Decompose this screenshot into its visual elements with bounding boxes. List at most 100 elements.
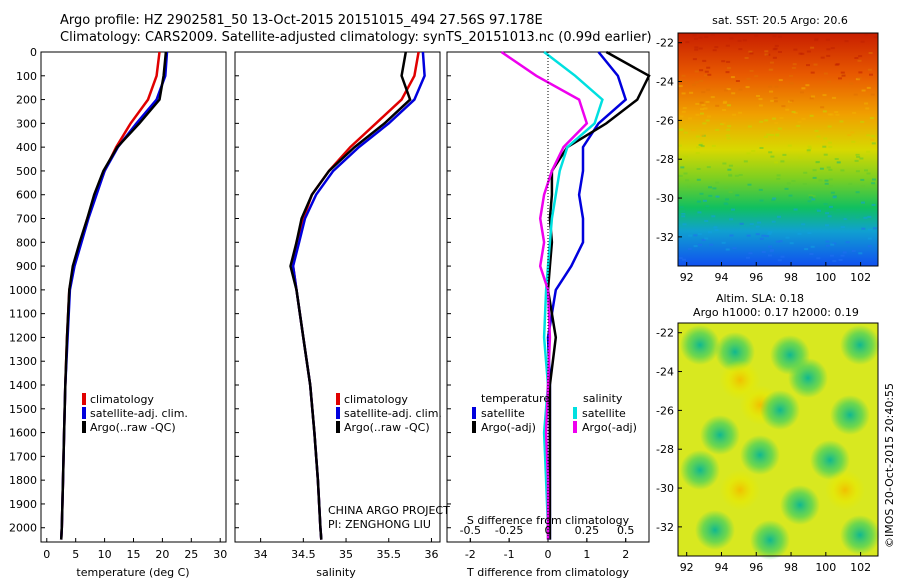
sla-blob [680, 325, 720, 365]
sst-speckle [828, 145, 833, 148]
sst-speckle [847, 134, 852, 136]
sst-speckle [814, 129, 819, 132]
salinity-x-tick-label: 36 [424, 548, 438, 561]
sst-speckle [730, 76, 735, 79]
sst-speckle [705, 101, 710, 103]
map-y-tick-label: -32 [656, 231, 674, 244]
sst-speckle [725, 198, 729, 201]
sst-speckle [769, 90, 774, 93]
sst-speckle [771, 199, 776, 201]
sst-speckle [693, 245, 698, 248]
sst-speckle [786, 182, 791, 185]
sst-speckle [844, 40, 849, 43]
depth-tick-label: 1700 [9, 450, 37, 463]
sst-speckle [836, 161, 841, 164]
temperature-legend: climatology satellite-adj. clim. Argo(..… [82, 393, 188, 434]
sst-speckle [708, 186, 712, 189]
map-x-tick-label: 94 [714, 561, 728, 574]
legend-label: climatology [344, 393, 408, 406]
sst-speckle [791, 110, 796, 113]
sst-speckle [727, 67, 731, 70]
sst-speckle [726, 60, 731, 63]
sst-speckle [685, 41, 690, 44]
sst-speckle [722, 102, 727, 104]
sst-speckle [865, 107, 870, 110]
sla-blob [740, 435, 780, 475]
sst-speckle [778, 51, 782, 53]
sst-speckle [825, 244, 830, 247]
sst-speckle [856, 155, 861, 158]
depth-tick-label: 0 [30, 46, 37, 59]
sst-speckle [725, 44, 730, 47]
sst-speckle [735, 194, 740, 197]
sst-speckle [724, 186, 729, 189]
sst-speckle [705, 119, 710, 122]
sst-speckle [825, 240, 830, 243]
sst-speckle [682, 107, 687, 110]
legend-swatch-climatology [82, 393, 86, 405]
sst-speckle [855, 191, 860, 194]
sst-map-title: sat. SST: 20.5 Argo: 20.6 [712, 14, 848, 27]
sst-speckle [824, 182, 829, 185]
sst-speckle [678, 174, 683, 177]
salinity-x-tick-label: 34 [254, 548, 268, 561]
sst-speckle [807, 145, 812, 148]
sst-speckle [869, 117, 874, 120]
sst-speckle [704, 220, 709, 222]
sst-speckle [827, 80, 831, 83]
sst-speckle [702, 122, 707, 125]
sst-speckle [785, 108, 790, 111]
sst-speckle [703, 74, 708, 77]
sst-speckle [850, 131, 855, 134]
sst-speckle [779, 117, 784, 119]
sst-speckle [700, 108, 705, 111]
sst-speckle [699, 69, 704, 72]
difference-top-x-tick-label: -0.5 [460, 524, 481, 537]
sst-speckle [702, 59, 707, 62]
sst-speckle [868, 228, 872, 231]
map-y-tick-label: -28 [656, 443, 674, 456]
legend-label: Argo(-adj) [582, 421, 637, 434]
sst-speckle [828, 178, 833, 181]
sst-speckle [793, 112, 798, 114]
sst-speckle [861, 89, 866, 92]
sst-speckle [687, 248, 692, 251]
sst-speckle [732, 113, 737, 116]
sst-texture [678, 33, 878, 262]
x-ticks: 0 5 10 15 20 25 30 34 34.5 35 35.5 36 -2 -1 0 1 2 -0.5 -0.… [43, 524, 634, 561]
sst-speckle [784, 187, 789, 190]
depth-axis: 0 100 200 300 400 500 600 700 800 900 1000 1100 1200… [9, 46, 451, 535]
map-x-tick-label: 100 [815, 271, 836, 284]
sst-speckle [812, 169, 817, 172]
depth-tick-label: 200 [16, 94, 37, 107]
sst-speckle [853, 93, 858, 96]
difference-series [500, 50, 651, 540]
sst-speckle [828, 205, 833, 208]
sst-speckle [714, 229, 719, 231]
sst-speckle [698, 36, 703, 39]
difference-top-x-tick-label: 0 [545, 524, 552, 537]
sst-speckle [824, 179, 829, 182]
sst-speckle [769, 61, 774, 64]
legend-swatch-satellite [336, 407, 340, 419]
depth-tick-label: 1000 [9, 284, 37, 297]
sst-speckle [772, 35, 777, 38]
sst-speckle [871, 203, 876, 206]
sst-speckle [822, 94, 827, 97]
sst-speckle [768, 151, 773, 154]
legend-label: Argo(..raw -QC) [90, 421, 176, 434]
depth-tick-label: 1600 [9, 427, 37, 440]
sst-speckle [715, 181, 720, 184]
sst-speckle [694, 46, 699, 49]
sst-speckle [702, 199, 707, 202]
temperature-series [59, 51, 169, 540]
depth-tick-label: 1100 [9, 308, 37, 321]
map-y-tick-label: -24 [656, 366, 674, 379]
sst-speckle [769, 250, 774, 253]
sst-speckle [781, 105, 786, 108]
sst-speckle [813, 63, 818, 66]
sst-speckle [727, 168, 732, 171]
sst-speckle [687, 185, 692, 188]
sst-speckle [759, 237, 764, 240]
sst-speckle [774, 85, 779, 88]
